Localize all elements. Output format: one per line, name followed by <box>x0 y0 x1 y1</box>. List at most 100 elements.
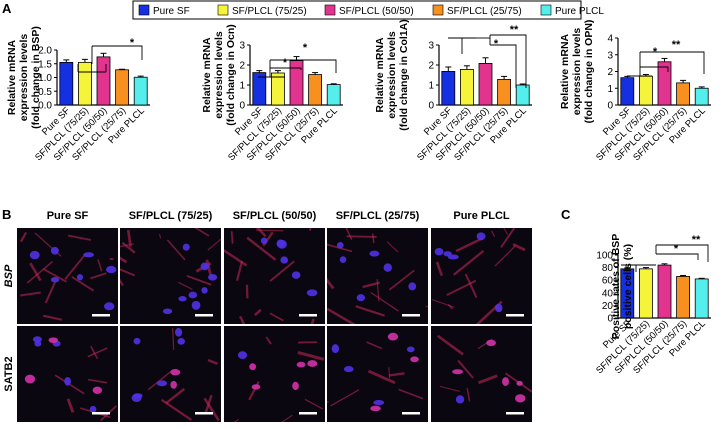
nucleus <box>104 302 115 311</box>
y-tick-label: 0.0 <box>38 101 52 112</box>
legend-label: SF/PLCL (50/50) <box>339 6 414 17</box>
bar <box>676 82 690 106</box>
cytoskeleton-streak <box>388 269 415 291</box>
nucleus <box>410 356 419 363</box>
bar <box>478 63 493 106</box>
bar <box>308 74 323 106</box>
nucleus <box>443 251 452 257</box>
nucleus <box>182 243 190 251</box>
cytoskeleton-streak <box>388 372 405 377</box>
bar <box>441 71 456 106</box>
bar <box>270 72 285 106</box>
significance-mark: ** <box>510 24 519 36</box>
bar <box>620 77 635 106</box>
nucleus <box>494 303 503 313</box>
cytoskeleton-streak <box>87 378 108 384</box>
cytoskeleton-streak <box>29 262 42 282</box>
significance-mark: ** <box>692 234 701 246</box>
nucleus <box>476 232 486 241</box>
scale-bar <box>299 412 317 415</box>
bar <box>252 72 267 106</box>
cytoskeleton-streak <box>309 228 312 231</box>
nucleus <box>434 247 444 256</box>
nucleus <box>64 377 71 386</box>
y-axis-label: (fold change in BSP) <box>30 26 42 129</box>
cytoskeleton-streak <box>500 228 516 248</box>
cytoskeleton-streak <box>367 369 396 385</box>
micrograph-image <box>17 326 118 422</box>
nucleus <box>356 294 365 302</box>
fluorescence-render <box>437 334 532 415</box>
nucleus <box>387 332 399 341</box>
micrograph-row-label: BSP <box>3 264 15 287</box>
bar <box>289 60 304 106</box>
y-tick-label: 3 <box>428 41 434 52</box>
nucleus <box>331 344 340 354</box>
bar <box>96 56 111 106</box>
legend-label: SF/PLCL (75/25) <box>232 6 307 17</box>
nucleus <box>188 291 198 299</box>
y-tick-label: 20 <box>602 301 614 312</box>
cytoskeleton-streak <box>386 241 399 253</box>
nucleus <box>170 380 177 389</box>
cytoskeleton-streak <box>207 238 221 251</box>
nucleus <box>162 308 173 315</box>
micrograph-image <box>224 326 325 422</box>
nucleus <box>50 277 60 283</box>
y-axis-label: expression levels <box>571 28 583 116</box>
cytoskeleton-streak <box>269 312 284 322</box>
significance-mark: ** <box>672 39 681 51</box>
cytoskeleton-streak <box>425 305 428 308</box>
y-tick-label: 4 <box>607 34 613 45</box>
y-tick-label: 2 <box>607 67 613 78</box>
y-axis-label: Positive rates of BSP <box>610 234 622 340</box>
cytoskeleton-streak <box>494 245 516 267</box>
bar <box>515 84 530 106</box>
cytoskeleton-streak <box>453 250 485 276</box>
y-tick-label: 40 <box>602 288 614 299</box>
significance-bracket <box>656 244 709 262</box>
fluorescence-render <box>327 332 424 415</box>
significance-bracket <box>490 34 527 88</box>
cytoskeleton-streak <box>120 256 128 264</box>
nucleus <box>336 242 344 249</box>
legend-label: Pure PLCL <box>555 6 604 17</box>
nucleus <box>408 282 417 291</box>
nucleus <box>370 405 381 412</box>
micrograph-column-label: SF/PLCL (25/75) <box>336 210 420 222</box>
nucleus <box>280 256 289 264</box>
cytoskeleton-streak <box>44 281 57 304</box>
fluorescence-render <box>120 228 221 317</box>
y-axis-label: Relative mRNA <box>201 37 213 113</box>
y-tick-label: 100 <box>596 251 613 262</box>
cytoskeleton-streak <box>207 358 219 365</box>
nucleus <box>105 265 117 274</box>
nucleus <box>291 271 301 279</box>
cytoskeleton-streak <box>97 259 103 272</box>
y-tick-label: 2 <box>428 61 434 72</box>
nucleus <box>32 336 42 343</box>
legend-label: SF/PLCL (25/75) <box>447 6 522 17</box>
cytoskeleton-streak <box>64 254 86 280</box>
bar <box>639 268 653 319</box>
nucleus <box>292 381 299 391</box>
cytoskeleton-streak <box>186 274 212 286</box>
cytoskeleton-streak <box>362 281 380 289</box>
y-axis-label: Relative mRNA <box>559 33 571 109</box>
panel-letter-a: A <box>2 1 12 16</box>
cytoskeleton-streak <box>71 276 95 292</box>
micrograph-column-label: SF/PLCL (50/50) <box>233 210 317 222</box>
cytoskeleton-streak <box>346 235 377 238</box>
micrograph-image <box>17 228 118 324</box>
y-axis-label: positive cells (%) <box>622 244 634 329</box>
cytoskeleton-streak <box>330 389 360 407</box>
nucleus <box>343 366 354 373</box>
nucleus <box>383 263 392 272</box>
micrograph-image <box>120 228 221 324</box>
bar <box>676 276 690 319</box>
y-tick-label: 80 <box>602 263 614 274</box>
